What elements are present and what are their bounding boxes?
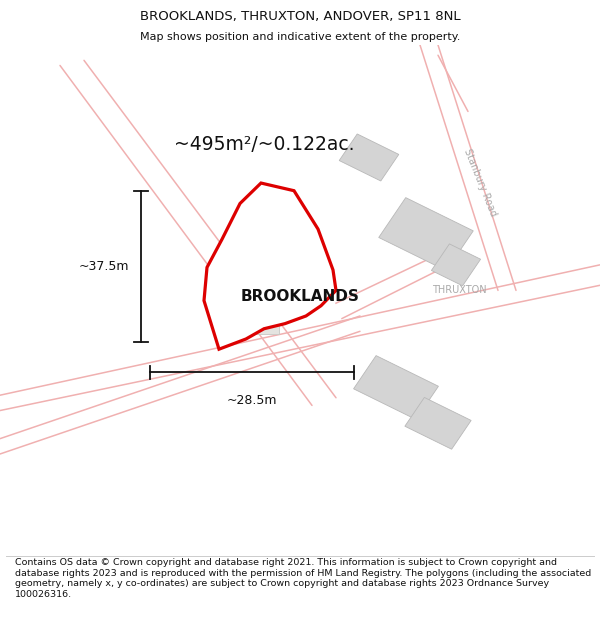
Text: Map shows position and indicative extent of the property.: Map shows position and indicative extent… [140,32,460,43]
Polygon shape [204,183,336,349]
Text: ~37.5m: ~37.5m [79,259,129,272]
Text: ~28.5m: ~28.5m [227,394,277,407]
Text: BROOKLANDS: BROOKLANDS [241,289,360,304]
Text: Stanbury Road: Stanbury Road [462,148,498,218]
Text: BROOKLANDS, THRUXTON, ANDOVER, SP11 8NL: BROOKLANDS, THRUXTON, ANDOVER, SP11 8NL [140,10,460,23]
Polygon shape [379,198,473,271]
Text: THRUXTON: THRUXTON [432,286,487,296]
Polygon shape [353,356,439,419]
Polygon shape [339,134,399,181]
Text: ~495m²/~0.122ac.: ~495m²/~0.122ac. [174,135,355,154]
Text: Contains OS data © Crown copyright and database right 2021. This information is : Contains OS data © Crown copyright and d… [15,558,591,599]
Polygon shape [405,398,471,449]
Polygon shape [213,288,279,334]
Polygon shape [431,244,481,286]
